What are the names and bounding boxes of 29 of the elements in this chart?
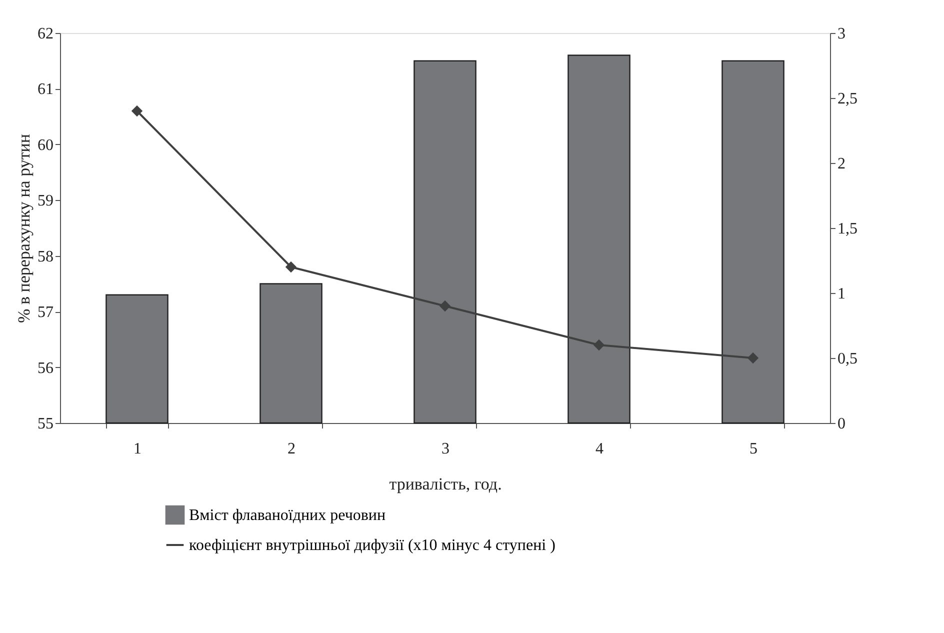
x-tick-label: 1 [134,440,142,458]
x-axis-title: тривалість, год. [389,474,502,494]
y-tick-label: 59 [38,192,54,210]
y-tick-label: 58 [38,248,54,266]
y-tick-label: 62 [38,26,54,42]
y2-tick-label: 1,5 [838,220,858,238]
x-tick-label: 4 [596,440,604,458]
legend-label: Вміст флаваноїдних речовин [189,507,386,524]
y2-tick-label: 0 [838,416,846,432]
y2-tick-label: 0,5 [838,350,858,368]
point [594,340,604,350]
y-tick-label: 55 [38,416,54,432]
y2-tick-label: 1 [838,286,846,302]
y2-tick-label: 2,5 [838,90,858,108]
y-tick-label: 56 [38,360,54,377]
legend-label: коефіцієнт внутрішньої дифузії (х10 мінус 4 ступені ) [189,537,556,554]
point [748,352,758,364]
y-tick-label: 61 [38,81,54,98]
y2-tick-label: 3 [838,26,846,42]
y2-tick-label: 2 [838,156,846,172]
x-tick-label: 5 [750,440,758,458]
point [132,106,142,116]
x-tick-label: 2 [288,440,296,458]
point [286,262,296,272]
x-tick-label: 3 [442,440,450,458]
y-tick-label: 57 [38,304,54,322]
y-tick-label: 60 [38,136,54,154]
point [440,300,450,312]
y-axis-title: % в перерахунку на рутин [14,134,34,323]
